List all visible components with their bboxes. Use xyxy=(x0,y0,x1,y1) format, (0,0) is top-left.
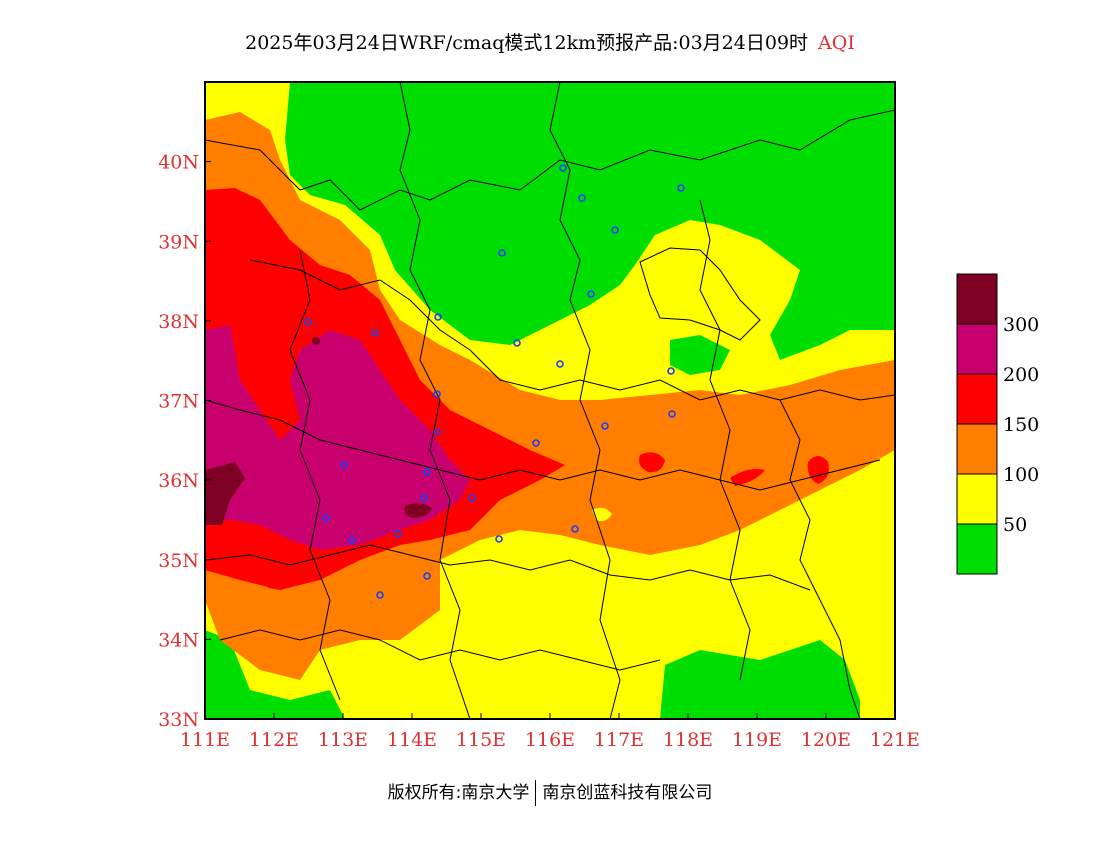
legend: 50 100 150 200 300 xyxy=(956,273,1039,575)
city-markers xyxy=(304,164,685,599)
aqi-spot-red-4 xyxy=(268,578,285,590)
legend-label: 200 xyxy=(1003,364,1039,386)
lon-tick-label: 116E xyxy=(525,729,575,751)
legend-swatch xyxy=(956,273,998,325)
title-variable: AQI xyxy=(818,32,855,54)
legend-swatch xyxy=(956,373,998,425)
aqi-zone-maroon-1 xyxy=(205,462,245,525)
lon-tick-label: 119E xyxy=(732,729,782,751)
aqi-zone-maroon-2 xyxy=(404,503,432,518)
lat-tick-label: 35N xyxy=(158,550,199,572)
lon-tick-label: 120E xyxy=(801,729,851,751)
lon-tick-label: 113E xyxy=(318,729,368,751)
aqi-zone-purple xyxy=(205,325,470,550)
copyright-right: 南京创蓝科技有限公司 xyxy=(542,783,713,803)
aqi-zone-green-north xyxy=(285,82,895,360)
title-text: 2025年03月24日WRF/cmaq模式12km预报产品:03月24日09时 xyxy=(245,32,809,54)
map-title: 2025年03月24日WRF/cmaq模式12km预报产品:03月24日09时 A… xyxy=(0,28,1100,55)
lon-tick-label: 115E xyxy=(456,729,506,751)
aqi-zone-green-southeast xyxy=(660,640,860,719)
lon-tick-label: 118E xyxy=(663,729,713,751)
legend-swatch xyxy=(956,473,998,525)
aqi-spot-red-1 xyxy=(639,452,665,473)
legend-label: 50 xyxy=(1003,514,1027,536)
aqi-zone-yellow-island xyxy=(592,507,612,522)
axis-ticks: 111E 112E 113E 114E 115E 116E 117E 118E 119E 120E… xyxy=(158,152,920,751)
lon-tick-label: 117E xyxy=(594,729,644,751)
copyright-footer: 版权所有:南京大学 南京创蓝科技有限公司 xyxy=(0,778,1100,806)
lat-tick-label: 37N xyxy=(158,391,199,413)
admin-boundaries xyxy=(205,82,895,719)
legend-label: 300 xyxy=(1003,314,1039,336)
aqi-field xyxy=(205,82,895,719)
aqi-zone-green-southwest xyxy=(205,630,345,719)
lon-tick-label: 114E xyxy=(387,729,437,751)
lat-tick-label: 34N xyxy=(158,629,199,651)
footer-separator xyxy=(535,780,537,806)
legend-swatch xyxy=(956,323,998,375)
legend-label: 100 xyxy=(1003,464,1039,486)
lat-tick-label: 33N xyxy=(158,709,199,731)
aqi-zone-maroon-3 xyxy=(312,337,320,345)
lat-tick-label: 36N xyxy=(158,470,199,492)
aqi-zone-green-bohai xyxy=(670,335,730,375)
legend-swatch xyxy=(956,423,998,475)
lat-tick-label: 39N xyxy=(158,231,199,253)
lat-tick-label: 38N xyxy=(158,311,199,333)
legend-swatch xyxy=(956,523,998,575)
aqi-spot-red-2 xyxy=(730,469,765,486)
lon-tick-label: 112E xyxy=(249,729,299,751)
copyright-left: 版权所有:南京大学 xyxy=(387,783,530,803)
legend-label: 150 xyxy=(1003,414,1039,436)
lon-tick-label: 111E xyxy=(180,729,230,751)
lon-tick-label: 121E xyxy=(870,729,920,751)
lat-tick-label: 40N xyxy=(158,152,199,174)
